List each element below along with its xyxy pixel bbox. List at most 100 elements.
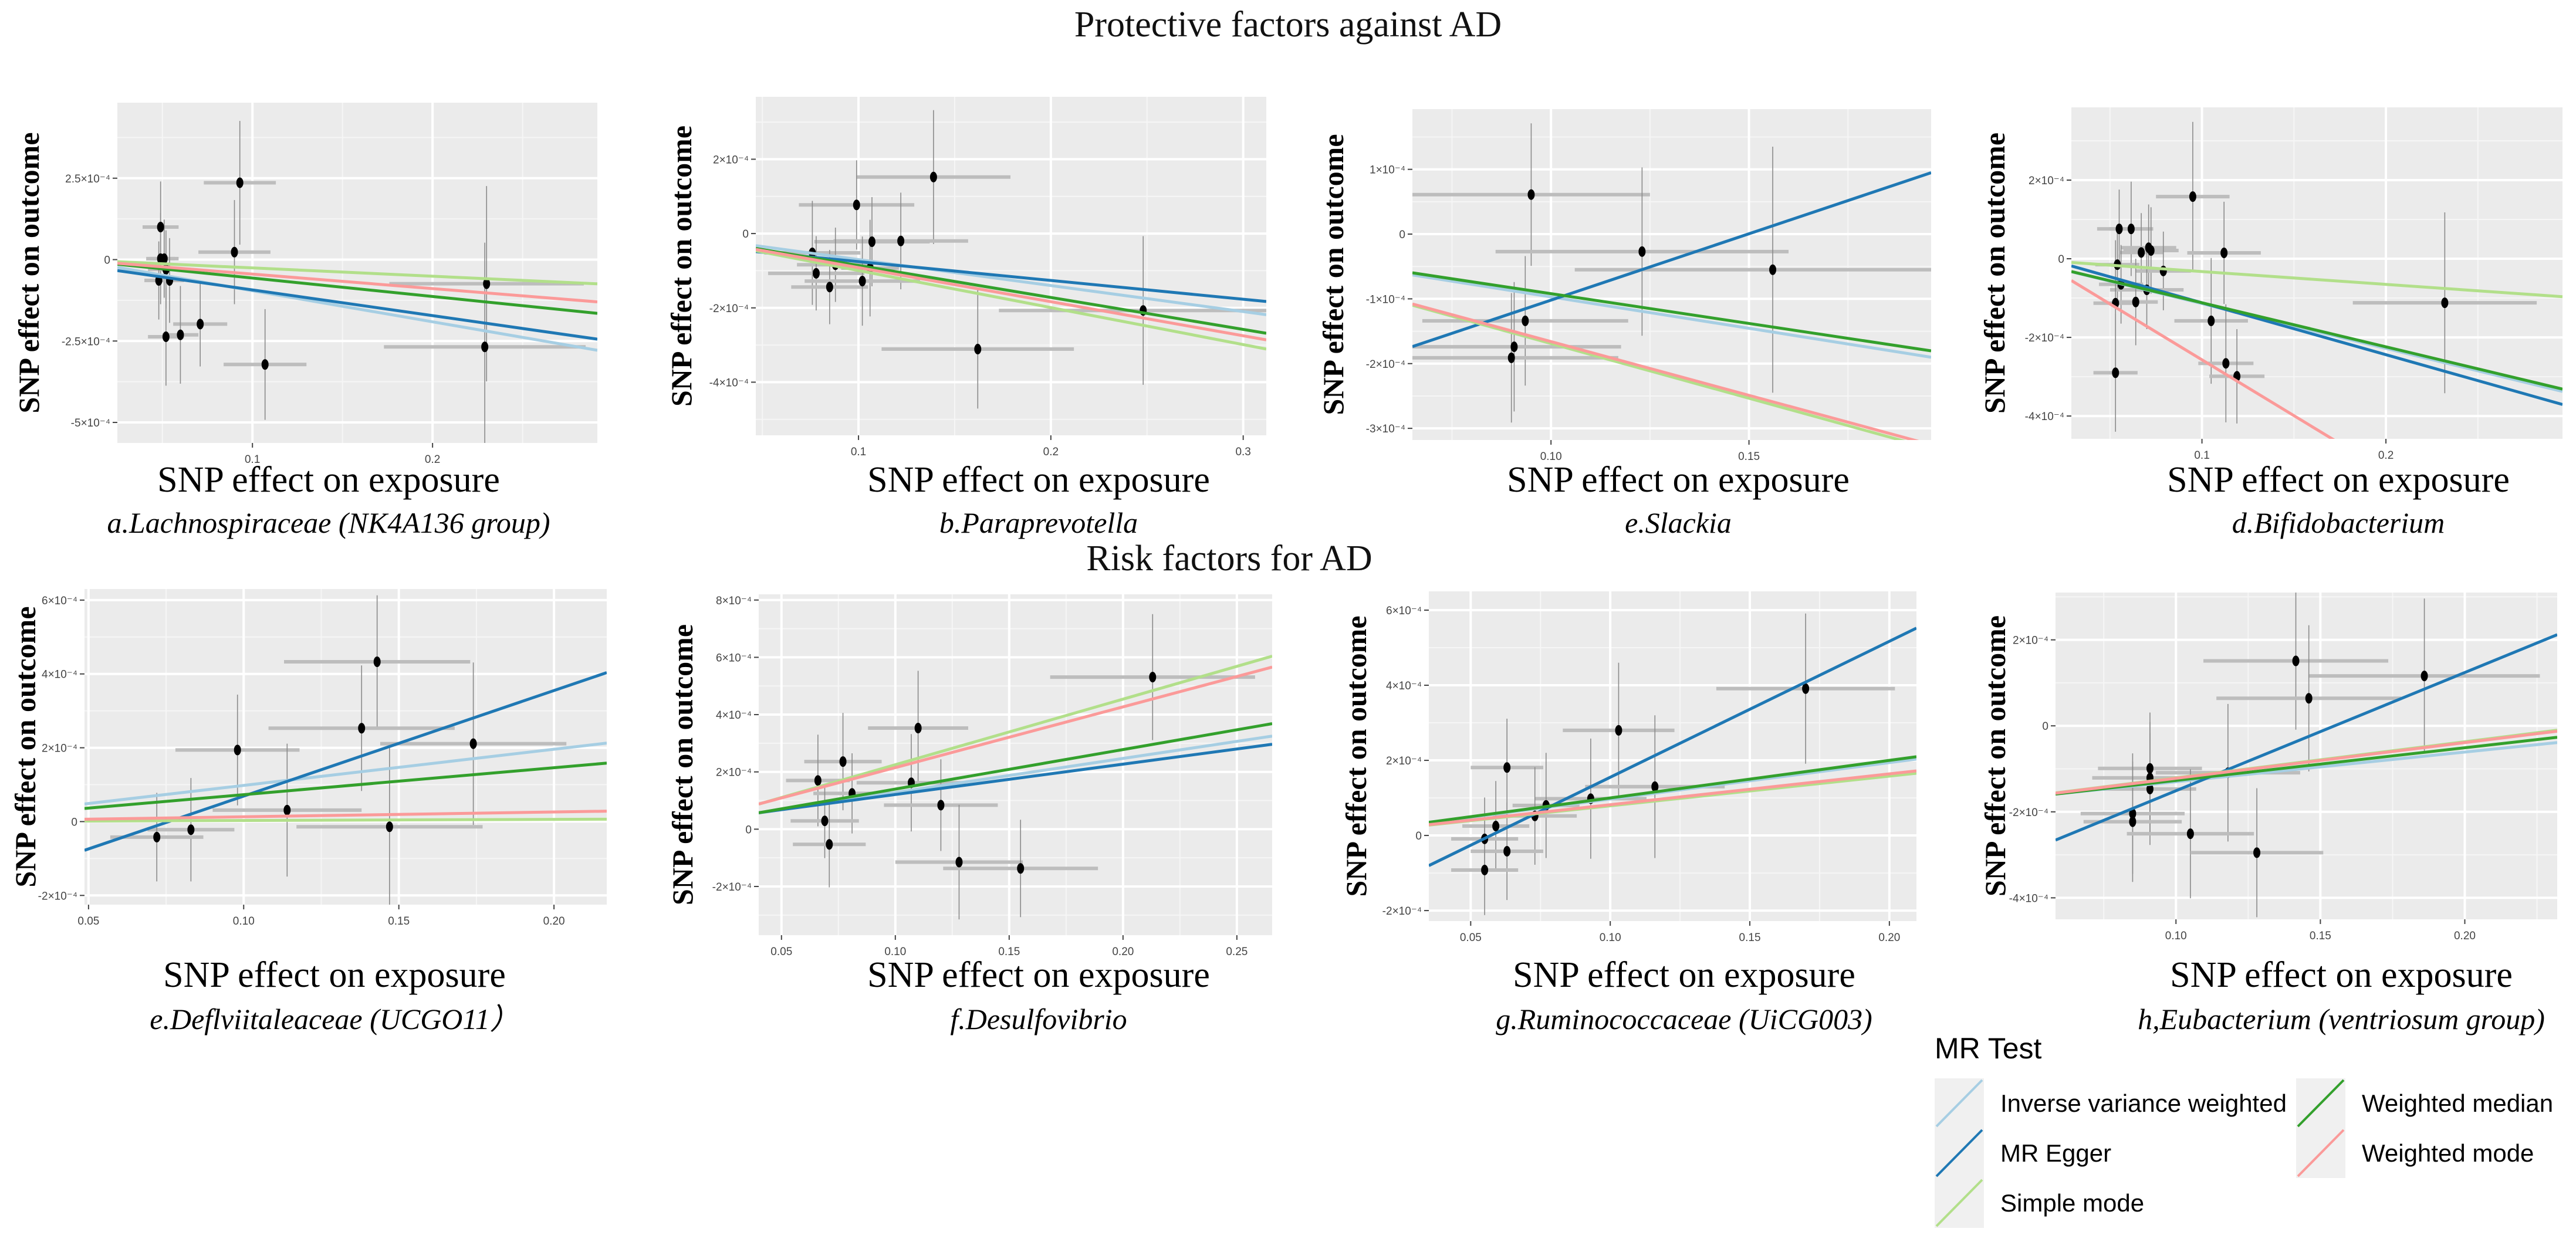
x-axis-label: SNP effect on exposure (2167, 460, 2510, 500)
y-tick-label: 0 (2058, 253, 2064, 266)
plot-marks (2056, 593, 2557, 918)
panel-caption: e.Slackia (1625, 506, 1732, 539)
snp-data-point (858, 276, 866, 287)
snp-data-point (812, 268, 820, 279)
x-tick-label: 0.1 (245, 454, 260, 466)
legend-line-icon (1935, 1129, 1983, 1177)
x-tick-label: 0.3 (1235, 446, 1250, 458)
regression-line-egger (117, 269, 597, 341)
x-tick-label: 0.20 (1112, 946, 1134, 958)
snp-data-point (177, 329, 184, 340)
panel-f: 0.05 0.10 0.15 0.20 0.25 8×10⁻⁴ 6×10⁻⁴ 4×10⁻⁴ 2×… (666, 594, 1272, 1035)
regression-line-weighted-mode (756, 248, 1266, 341)
y-tick-label: 1×10⁻⁴ (1370, 164, 1405, 177)
snp-data-point (1802, 683, 1810, 694)
panel-caption: a.Lachnospiraceae (NK4A136 group) (107, 506, 550, 539)
y-tick-label: 4×10⁻⁴ (42, 669, 77, 681)
y-tick-label: 0 (71, 816, 77, 828)
y-tick-label: 8×10⁻⁴ (716, 595, 752, 607)
x-tick-label: 0.10 (884, 946, 906, 958)
x-tick-label: 0.05 (1460, 932, 1482, 944)
y-tick-label: 0 (104, 255, 110, 267)
x-axis-label: SNP effect on exposure (867, 955, 1210, 995)
legend-line-icon (1935, 1079, 1983, 1128)
regression-line-weighted-median (759, 722, 1272, 814)
y-tick-label: 2×10⁻⁴ (716, 767, 752, 779)
regression-line-simple-mode (759, 655, 1272, 806)
regression-line-weighted-median (756, 246, 1266, 335)
protective-section-title: Protective factors against AD (1074, 5, 1502, 45)
panel-b: 0.1 0.2 0.3 2×10⁻⁴ 0 -2×10⁻⁴ -4×10⁻⁴ SNP effect… (665, 97, 1266, 539)
snp-data-point (153, 831, 161, 842)
y-tick-label: 4×10⁻⁴ (1386, 680, 1422, 692)
snp-data-point (187, 824, 195, 835)
panel-e: 0.05 0.10 0.15 0.20 6×10⁻⁴ 4×10⁻⁴ 2×10⁻⁴ 0 -2×10… (9, 589, 607, 1035)
regression-line-weighted-mode (2071, 279, 2335, 439)
x-axis-label: SNP effect on exposure (1513, 955, 1855, 995)
x-tick-label: 0.15 (388, 915, 410, 928)
legend-label: MR Egger (2000, 1139, 2111, 1167)
y-tick-label: -2×10⁻⁴ (709, 303, 749, 315)
y-tick-label: -4×10⁻⁴ (2009, 892, 2048, 905)
y-tick-label: -3×10⁻⁴ (1366, 423, 1405, 435)
snp-data-point (839, 756, 847, 767)
regression-line-egger (756, 250, 1266, 303)
legend-title: MR Test (1935, 1032, 2042, 1065)
y-axis-label: SNP effect on outcome (665, 126, 698, 407)
y-tick-label: 4×10⁻⁴ (716, 709, 752, 722)
y-tick-label: -2×10⁻⁴ (38, 890, 77, 902)
snp-data-point (821, 815, 829, 827)
snp-data-point (1527, 189, 1535, 200)
gridlines (1412, 109, 1931, 440)
gridlines (84, 589, 607, 905)
snp-data-point (1638, 246, 1646, 257)
snp-data-point (283, 804, 291, 815)
legend-item-weighted-mode: Weighted mode (2296, 1128, 2534, 1178)
x-tick-label: 0.15 (2310, 930, 2331, 942)
snp-data-point (197, 319, 204, 330)
regression-line-ivw (84, 742, 607, 806)
x-tick-label: 0.05 (770, 946, 792, 958)
snp-data-point (2441, 297, 2449, 309)
snp-data-point (2138, 247, 2145, 258)
regression-line-weighted-median (1412, 271, 1931, 353)
legend: MR Test Inverse variance weighted MR Egge… (1935, 1032, 2553, 1228)
regression-line-egger (2056, 633, 2557, 842)
snp-data-point (2129, 816, 2136, 827)
snp-data-point (157, 222, 164, 233)
snp-data-point (1769, 264, 1777, 275)
snp-data-point (234, 744, 241, 756)
y-axis-label: SNP effect on outcome (1317, 134, 1350, 415)
snp-data-point (2292, 655, 2300, 666)
snp-data-point (2186, 828, 2194, 840)
panel-caption: b.Paraprevotella (939, 506, 1138, 539)
legend-label: Simple mode (2000, 1189, 2144, 1217)
y-tick-label: 6×10⁻⁴ (1386, 605, 1422, 617)
snp-data-point (1507, 352, 1515, 363)
snp-data-point (481, 341, 489, 353)
y-tick-label: -2×10⁻⁴ (1382, 905, 1422, 918)
gridlines (756, 97, 1266, 435)
regression-line-weighted-median (1429, 755, 1916, 824)
snp-data-point (2132, 296, 2139, 307)
x-tick-label: 0.10 (1540, 451, 1562, 463)
x-tick-label: 0.2 (1043, 446, 1059, 458)
snp-data-point (236, 177, 244, 188)
plot-background (759, 594, 1272, 935)
regression-line-egger (759, 743, 1272, 814)
regression-line-weighted-mode (2056, 729, 2557, 795)
snp-data-point (2147, 245, 2155, 256)
y-tick-label: 0 (742, 228, 749, 241)
risk-section-title: Risk factors for AD (1086, 539, 1372, 578)
x-axis-label: SNP effect on exposure (1507, 460, 1850, 500)
snp-data-point (955, 857, 963, 868)
regression-line-egger (2071, 264, 2563, 406)
y-tick-label: -4×10⁻⁴ (709, 377, 749, 389)
snp-data-point (2127, 224, 2135, 235)
regression-line-weighted-mode (1412, 302, 1919, 440)
plot-background (2056, 593, 2557, 919)
snp-data-point (868, 236, 875, 248)
y-tick-label: 0 (745, 824, 752, 836)
panel-caption: e.Deflviitaleaceae (UCGO11） (150, 1003, 519, 1035)
legend-label: Weighted median (2362, 1089, 2553, 1117)
